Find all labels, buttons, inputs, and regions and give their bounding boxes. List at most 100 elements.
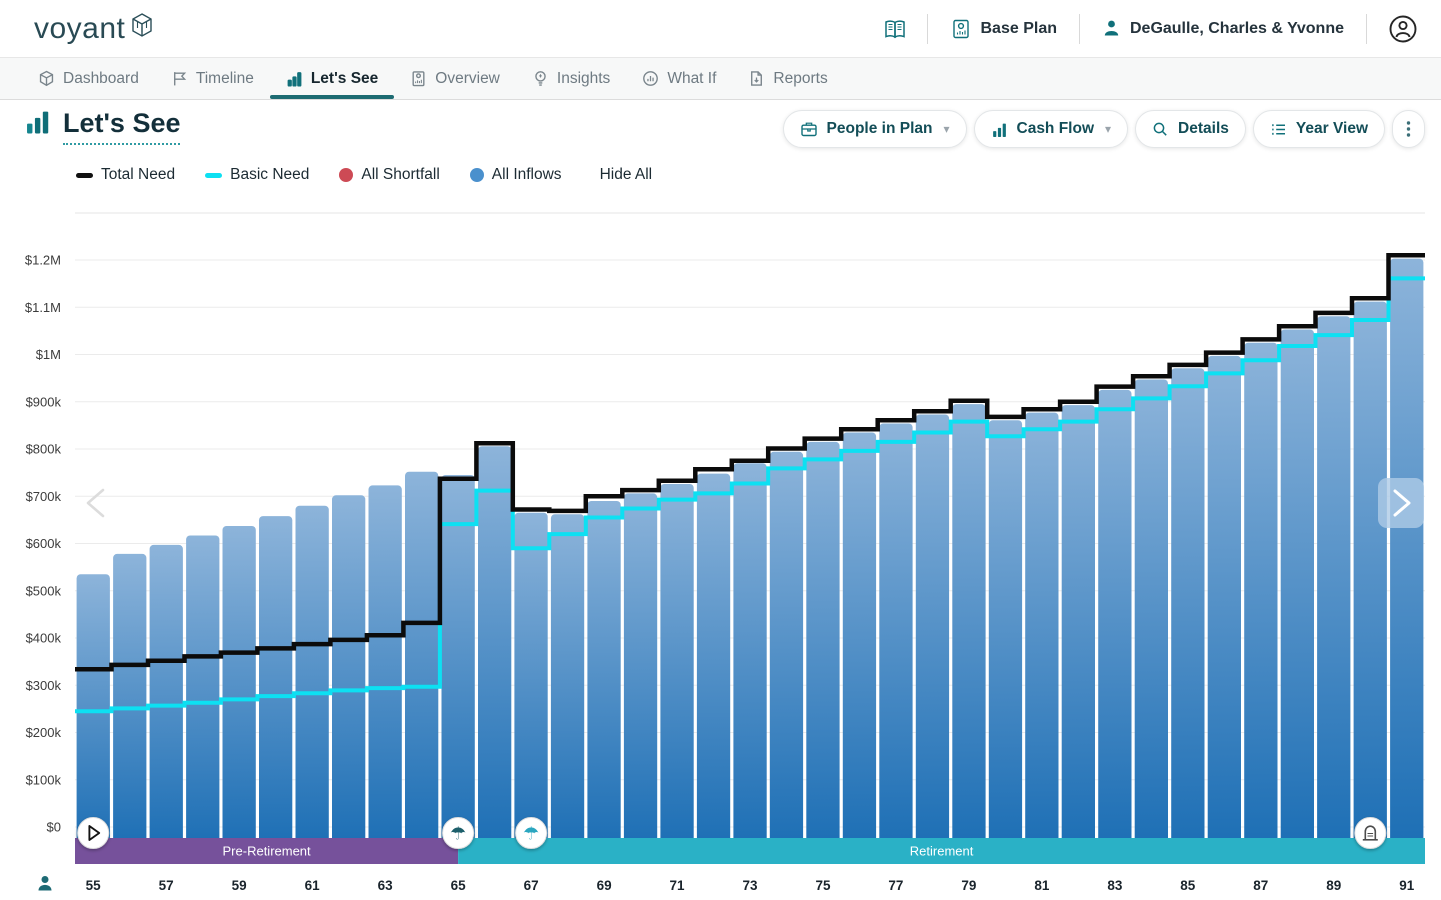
tab-reports[interactable]: Reports <box>746 58 829 99</box>
tab-insights[interactable]: Insights <box>530 58 612 99</box>
svg-text:☂: ☂ <box>450 824 466 845</box>
button-label: Year View <box>1296 120 1368 138</box>
inflow-bar-age-55[interactable] <box>77 574 110 844</box>
client-name-button[interactable]: DeGaulle, Charles & Yvonne <box>1094 19 1352 38</box>
inflow-bar-age-73[interactable] <box>733 463 766 844</box>
inflow-bar-age-70[interactable] <box>624 493 657 844</box>
inflow-bar-age-74[interactable] <box>770 452 803 844</box>
inflow-bar-age-68[interactable] <box>551 514 584 844</box>
y-axis-label: $900k <box>26 394 62 409</box>
inflow-bar-age-64[interactable] <box>405 472 438 844</box>
inflow-bar-age-76[interactable] <box>843 433 876 845</box>
inflow-bar-age-86[interactable] <box>1208 356 1241 844</box>
tab-label: Let's See <box>311 70 378 88</box>
chevron-down-icon: ▾ <box>943 122 949 136</box>
tab-what-if[interactable]: What If <box>640 58 718 99</box>
y-axis-label: $400k <box>26 631 62 646</box>
tab-label: Timeline <box>196 70 254 88</box>
cash-flow-chart-svg[interactable]: $0 $100k $200k $300k $400k $500k $600k $… <box>0 210 1441 900</box>
inflow-bar-age-65[interactable] <box>442 475 475 844</box>
inflow-bar-age-88[interactable] <box>1281 330 1314 845</box>
chevron-down-icon: ▾ <box>1105 122 1111 136</box>
hide-all-button[interactable]: Hide All <box>600 166 653 184</box>
top-bar: voyant Base Plan <box>0 0 1441 58</box>
dashboard-cube-icon <box>38 70 55 87</box>
tab-label: What If <box>667 70 716 88</box>
main-nav: Dashboard Timeline Let's See Overview In… <box>0 58 1441 100</box>
inflow-bar-age-90[interactable] <box>1354 302 1387 844</box>
event-marker-tombstone-age-90[interactable] <box>1355 818 1386 849</box>
inflow-bar-age-61[interactable] <box>296 506 329 844</box>
cash-flow-chart[interactable]: $0 $100k $200k $300k $400k $500k $600k $… <box>0 210 1441 900</box>
inflow-bar-age-79[interactable] <box>952 404 985 844</box>
inflow-bar-age-60[interactable] <box>259 516 292 844</box>
tab-overview[interactable]: Overview <box>408 58 502 99</box>
plans-book-button[interactable] <box>877 17 913 41</box>
inflow-bar-age-85[interactable] <box>1171 368 1204 844</box>
person-icon <box>1102 19 1121 38</box>
scroll-right-button[interactable] <box>1378 478 1424 528</box>
tab-label: Insights <box>557 70 610 88</box>
kebab-menu-icon <box>1406 120 1411 138</box>
inflow-bar-age-82[interactable] <box>1062 405 1095 844</box>
inflow-bar-age-66[interactable] <box>478 446 511 844</box>
x-axis-label-age-65: 65 <box>451 878 467 893</box>
x-axis-label-age-55: 55 <box>86 878 102 893</box>
tab-label: Dashboard <box>63 70 139 88</box>
event-marker-umbrella-age-67[interactable]: ☂ <box>516 818 547 849</box>
legend-label: All Inflows <box>492 166 562 184</box>
tab-timeline[interactable]: Timeline <box>169 58 256 99</box>
base-plan-button[interactable]: Base Plan <box>942 18 1065 40</box>
inflow-bar-age-69[interactable] <box>587 501 620 844</box>
inflow-bar-age-84[interactable] <box>1135 380 1168 845</box>
inflow-bar-age-91[interactable] <box>1390 259 1423 844</box>
inflow-bar-age-89[interactable] <box>1317 316 1350 844</box>
legend-total-need[interactable]: Total Need <box>76 166 175 184</box>
cash-flow-button[interactable]: Cash Flow ▾ <box>974 110 1129 148</box>
button-label: People in Plan <box>827 120 933 138</box>
inflow-bar-age-56[interactable] <box>113 554 146 844</box>
inflow-bar-age-81[interactable] <box>1025 413 1058 844</box>
total-need-swatch <box>76 173 93 178</box>
inflow-bar-age-72[interactable] <box>697 474 730 844</box>
inflow-bar-age-63[interactable] <box>369 485 402 844</box>
x-axis-label-age-77: 77 <box>888 878 903 893</box>
logo-text: voyant <box>34 12 125 46</box>
details-button[interactable]: Details <box>1135 110 1246 148</box>
voyant-logo[interactable]: voyant <box>34 12 155 46</box>
bar-chart-icon <box>991 121 1008 138</box>
inflow-bar-age-83[interactable] <box>1098 390 1131 844</box>
event-marker-umbrella-age-65[interactable]: ☂ <box>443 818 474 849</box>
inflow-bar-age-78[interactable] <box>916 415 949 845</box>
y-axis-label: $1.1M <box>25 300 61 315</box>
lets-see-title-icon <box>26 108 53 135</box>
page-title: Let's See <box>63 108 180 145</box>
inflow-bar-age-58[interactable] <box>186 536 219 845</box>
y-axis-label: $800k <box>26 442 62 457</box>
legend-basic-need[interactable]: Basic Need <box>205 166 309 184</box>
list-icon <box>1270 121 1287 138</box>
inflow-bar-age-62[interactable] <box>332 495 365 844</box>
legend-all-inflows[interactable]: All Inflows <box>470 166 562 184</box>
more-options-button[interactable] <box>1392 110 1425 148</box>
inflow-bar-age-57[interactable] <box>150 545 183 844</box>
tab-lets-see[interactable]: Let's See <box>284 58 380 99</box>
inflow-bar-age-80[interactable] <box>989 420 1022 844</box>
account-button[interactable] <box>1381 13 1425 45</box>
inflow-bar-age-71[interactable] <box>660 484 693 844</box>
chart-legend: Total Need Basic Need All Shortfall All … <box>76 166 652 184</box>
voyant-logo-mark-icon <box>129 12 155 38</box>
scroll-left-chevron[interactable] <box>88 490 103 516</box>
people-in-plan-button[interactable]: People in Plan ▾ <box>783 110 967 148</box>
legend-all-shortfall[interactable]: All Shortfall <box>339 166 439 184</box>
inflow-bar-age-77[interactable] <box>879 424 912 845</box>
inflow-bar-age-67[interactable] <box>514 513 547 844</box>
inflow-bar-age-75[interactable] <box>806 442 839 844</box>
tab-dashboard[interactable]: Dashboard <box>36 58 141 99</box>
magnifier-icon <box>1152 121 1169 138</box>
inflow-bar-age-87[interactable] <box>1244 343 1277 844</box>
x-axis-label-age-75: 75 <box>815 878 831 893</box>
inflow-bar-age-59[interactable] <box>223 526 256 844</box>
year-view-button[interactable]: Year View <box>1253 110 1385 148</box>
event-marker-play-age-55[interactable] <box>78 818 109 849</box>
